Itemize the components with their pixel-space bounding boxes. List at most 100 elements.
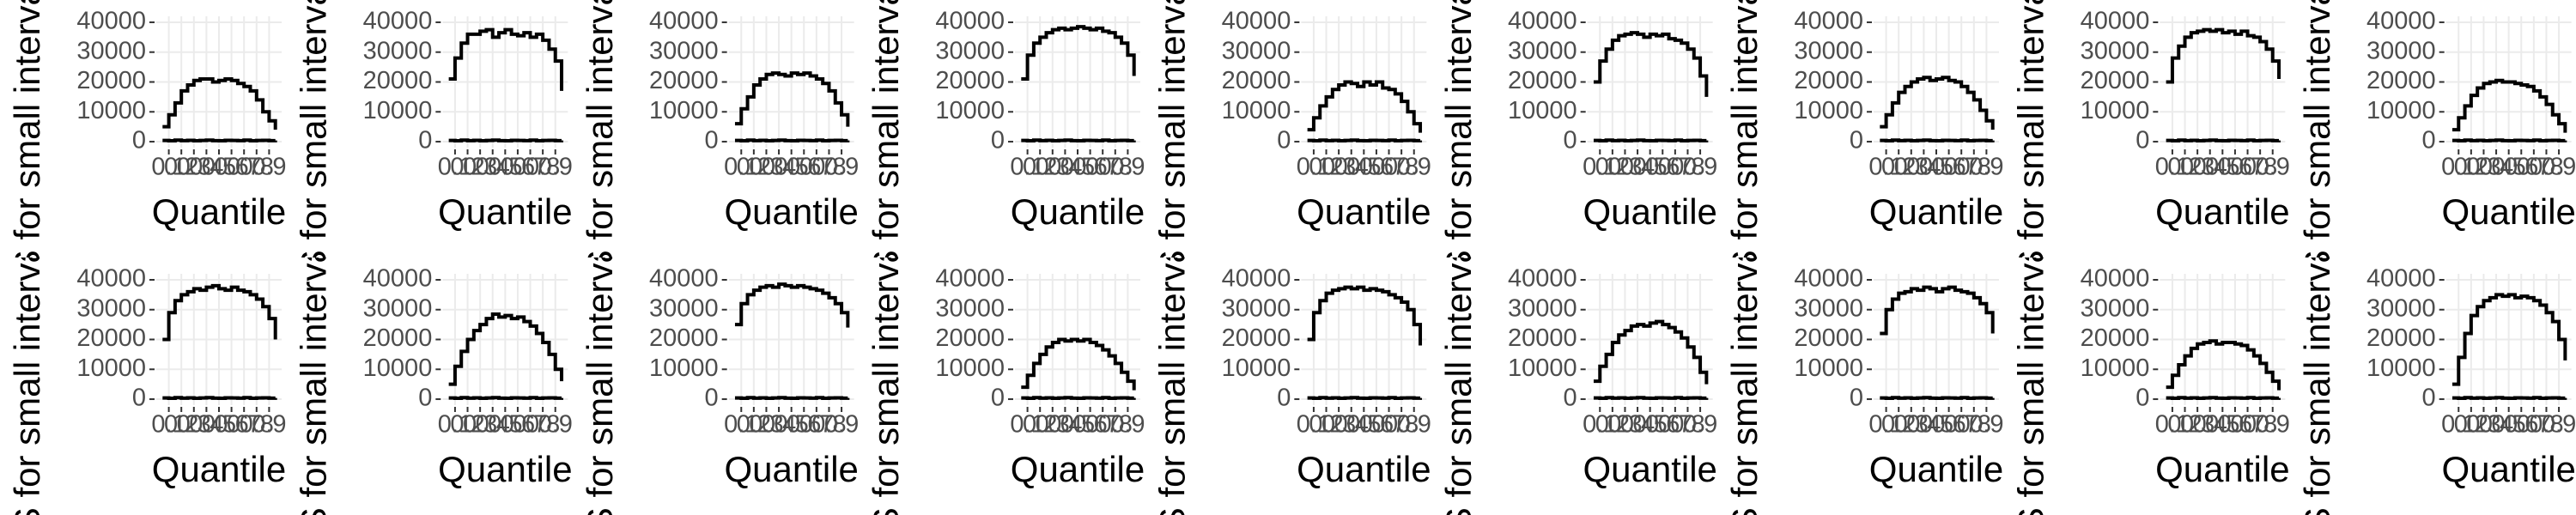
x-tick-label: 0.4 [1620,411,1655,439]
step-line [2166,339,2281,391]
x-tick-label: 0.6 [1359,154,1394,181]
y-tick-label: 20000 [2081,324,2150,352]
y-tick-label: 0 [132,127,146,154]
x-tick-label: 0.4 [1906,411,1941,439]
x-tick-label: 0.1 [151,411,185,439]
x-tick-label: 0.1 [724,154,758,181]
step-line [1021,138,1136,143]
x-axis-label: Quantile [438,449,572,489]
y-tick-label: 0 [2136,127,2149,154]
y-tick-label: 30000 [2366,294,2436,322]
step-line [1593,31,1709,97]
x-tick-label: 0.7 [2230,154,2264,181]
x-tick-label: 0.5 [1633,411,1668,439]
x-tick-label: 0.8 [2529,411,2563,439]
x-tick-label: 0.8 [1670,411,1704,439]
x-tick-label: 0.9 [538,411,573,439]
y-tick-label: 0 [991,385,1005,412]
y-tick-label: 40000 [1794,8,1863,35]
x-tick-label: 0.9 [1969,411,2003,439]
x-tick-label: 0.1 [1583,154,1617,181]
y-tick-label: 20000 [935,324,1005,352]
y-tick-label: 10000 [76,97,146,124]
y-tick-label: 30000 [363,37,433,64]
y-axis-label: SS for small intervals [1438,217,1479,515]
x-tick-label: 0.8 [811,154,846,181]
step-line [1880,76,1995,130]
panel: 0100002000030000400000.10.20.30.40.50.60… [1724,258,2003,515]
step-line [1593,138,1709,143]
step-line [448,27,564,91]
y-tick-label: 10000 [649,354,719,382]
y-tick-label: 40000 [1508,265,1577,293]
x-tick-label: 0.8 [1098,154,1133,181]
x-tick-label: 0.5 [2492,154,2526,181]
x-tick-label: 0.9 [1397,154,1431,181]
step-line [734,71,850,127]
step-line [448,312,564,386]
x-tick-label: 0.3 [1894,411,1929,439]
y-tick-label: 30000 [1794,294,1863,322]
x-axis-label: Quantile [724,449,858,489]
panel: 0100002000030000400000.10.20.30.40.50.60… [2010,217,2289,515]
x-axis-label: Quantile [2155,191,2289,232]
x-tick-label: 0.8 [240,154,274,181]
x-tick-label: 0.5 [2205,411,2239,439]
x-tick-label: 0.3 [463,154,497,181]
panel: 0100002000030000400000.10.20.30.40.50.60… [293,0,572,258]
y-tick-label: 0 [2136,385,2149,412]
panel: 0100002000030000400000.10.20.30.40.50.60… [2297,0,2576,258]
x-tick-label: 0.3 [177,154,211,181]
x-tick-label: 0.2 [2454,154,2488,181]
x-tick-label: 0.8 [2243,411,2277,439]
y-tick-label: 20000 [1508,324,1577,352]
x-tick-label: 0.1 [438,154,472,181]
x-tick-label: 0.8 [1670,154,1704,181]
y-tick-label: 10000 [1222,97,1291,124]
x-tick-label: 0.5 [1346,411,1381,439]
y-tick-label: 0 [1277,127,1291,154]
x-tick-label: 0.2 [2454,411,2488,439]
y-tick-label: 40000 [2366,265,2436,293]
x-tick-label: 0.4 [476,411,510,439]
y-axis-label: SS for small intervals [1438,0,1479,298]
x-tick-label: 0.7 [1085,154,1120,181]
y-tick-label: 30000 [2366,37,2436,64]
y-tick-label: 20000 [2366,324,2436,352]
x-tick-label: 0.6 [1072,154,1107,181]
y-tick-label: 10000 [649,97,719,124]
y-tick-label: 0 [1277,385,1291,412]
step-line [162,283,277,342]
y-tick-label: 40000 [2081,8,2150,35]
x-tick-label: 0.6 [501,411,535,439]
x-tick-label: 0.4 [2479,154,2513,181]
step-line [1021,396,1136,401]
x-tick-label: 0.7 [1658,411,1692,439]
x-tick-label: 0.2 [164,411,198,439]
step-line [162,138,277,143]
y-tick-label: 0 [418,385,432,412]
y-tick-label: 40000 [2366,8,2436,35]
y-tick-label: 30000 [935,37,1005,64]
step-line [1593,319,1709,385]
step-line [1593,396,1709,401]
y-tick-label: 0 [2422,127,2436,154]
x-axis-label: Quantile [1583,191,1716,232]
y-tick-label: 30000 [1794,37,1863,64]
y-axis-label: SS for small intervals [2297,217,2337,515]
x-tick-label: 0.7 [1944,411,1978,439]
x-axis-label: Quantile [1011,191,1145,232]
x-tick-label: 0.2 [450,411,484,439]
y-tick-label: 20000 [2366,67,2436,94]
y-axis-label: SS for small intervals [2010,217,2050,515]
y-tick-label: 10000 [1222,354,1291,382]
x-tick-label: 0.6 [501,154,535,181]
y-tick-label: 40000 [935,265,1005,293]
x-tick-label: 0.9 [2542,154,2576,181]
y-tick-label: 30000 [649,294,719,322]
x-axis-label: Quantile [2441,449,2575,489]
step-line [2451,138,2567,143]
x-tick-label: 0.6 [1072,411,1107,439]
x-tick-label: 0.7 [1371,411,1406,439]
